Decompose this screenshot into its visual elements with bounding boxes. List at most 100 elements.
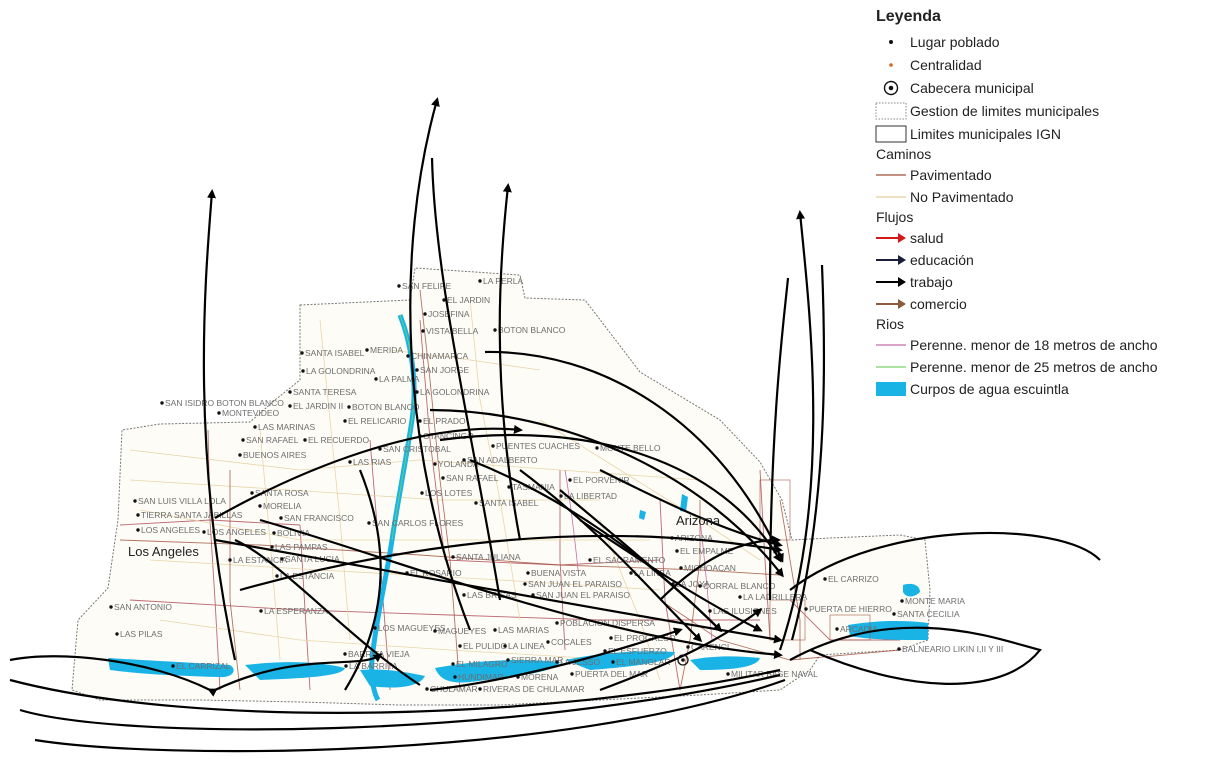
populated-place-marker	[406, 354, 410, 358]
populated-place-marker	[253, 425, 257, 429]
legend-item-gestion: Gestion de limites municipales	[872, 99, 1222, 122]
legend-item-limites-ign: Limites municipales IGN	[872, 122, 1222, 145]
populated-place-marker	[238, 453, 242, 457]
place-label: YOLANDA	[438, 459, 479, 469]
populated-place-marker	[300, 351, 304, 355]
place-label: LOS MAGUEYES	[378, 623, 446, 633]
place-label: LA JOYA	[676, 579, 710, 589]
place-label: LAS BRISAS	[467, 590, 517, 600]
flow-line	[202, 189, 237, 661]
populated-place-marker	[279, 516, 283, 520]
populated-place-icon	[872, 32, 910, 52]
populated-place-marker	[679, 566, 683, 570]
place-label: EL MANGLAR	[616, 657, 670, 667]
populated-place-marker	[478, 687, 482, 691]
place-label: RIVERAS DE CHULAMAR	[483, 684, 585, 694]
place-label: EL JARDIN	[447, 295, 490, 305]
populated-place-marker	[900, 599, 904, 603]
populated-place-marker	[343, 419, 347, 423]
place-label: SIERRA MAR	[511, 655, 563, 665]
paved-road-icon	[872, 165, 910, 185]
populated-place-marker	[280, 557, 284, 561]
flow-line	[498, 183, 522, 541]
place-label: EL PULIDO	[463, 641, 507, 651]
populated-place-marker	[171, 664, 175, 668]
place-label: MERIDA	[370, 345, 403, 355]
populated-place-marker	[160, 401, 164, 405]
place-label: SAN JUAN EL PARAISO	[528, 579, 622, 589]
populated-place-marker	[378, 447, 382, 451]
legend-item-comercio: comercio	[872, 293, 1222, 315]
flow-line	[599, 469, 783, 548]
place-label: MAGUEYES	[438, 626, 487, 636]
place-label: LA GOLONDRINA	[420, 387, 490, 397]
place-label: ARIZONA	[675, 533, 713, 543]
populated-place-marker	[109, 605, 113, 609]
legend-label: Pavimentado	[910, 167, 992, 183]
populated-place-marker	[686, 645, 690, 649]
flow-line	[234, 538, 421, 686]
place-label: SAN CARLOS FLORES	[372, 518, 463, 528]
populated-place-marker	[506, 658, 510, 662]
populated-place-marker	[609, 636, 613, 640]
populated-place-marker	[136, 528, 140, 532]
place-label: POBLACION DISPERSA	[560, 618, 655, 628]
populated-place-marker	[301, 369, 305, 373]
place-label: SAN ANTONIO	[114, 602, 172, 612]
place-label: LAS MARINAS	[258, 422, 315, 432]
flow-line	[519, 469, 703, 643]
place-label: EL PROGRESO	[614, 633, 676, 643]
flow-line	[790, 264, 826, 641]
place-label: LA GOLONDRINA	[306, 366, 376, 376]
legend-item-centralidad: Centralidad	[872, 53, 1222, 76]
place-label: SANTA TERESA	[293, 387, 357, 397]
flow-line	[19, 673, 781, 731]
cabecera-municipal-marker	[677, 654, 689, 666]
place-label: EL RECUERDO	[308, 435, 369, 445]
place-label: ARCADIA	[840, 624, 878, 634]
populated-place-marker	[462, 458, 466, 462]
populated-place-marker	[698, 584, 702, 588]
populated-place-marker	[202, 530, 206, 534]
populated-place-marker	[570, 672, 574, 676]
populated-place-marker	[611, 660, 615, 664]
populated-place-marker	[367, 521, 371, 525]
flow-line	[429, 627, 683, 692]
flow-line	[239, 534, 783, 592]
place-label: LA LIBERTAD	[564, 491, 617, 501]
place-label: SANTA ISABEL	[305, 348, 365, 358]
place-label: EL PRADO	[423, 416, 466, 426]
place-label: EL SACRAMENTO	[593, 555, 666, 565]
populated-place-marker	[804, 607, 808, 611]
place-label: MONTE BELLO	[600, 443, 661, 453]
flow-line	[439, 434, 782, 563]
place-label: SANTA JULIANA	[456, 552, 521, 562]
populated-place-marker	[343, 652, 347, 656]
flow-line	[34, 678, 786, 753]
populated-place-marker	[115, 632, 119, 636]
populated-place-marker	[555, 621, 559, 625]
legend-item-salud: salud	[872, 227, 1222, 249]
place-label: PUERTA DEL MAR	[575, 669, 648, 679]
populated-place-marker	[726, 672, 730, 676]
place-label: PUENTES CUACHES	[496, 441, 580, 451]
place-label: OTANCINGO	[423, 431, 474, 441]
populated-place-marker	[491, 444, 495, 448]
populated-place-marker	[493, 628, 497, 632]
legend-title: Leyenda	[876, 8, 941, 25]
education-flow-arrow-icon	[872, 250, 910, 270]
legend-label: Lugar poblado	[910, 33, 1000, 50]
populated-place-marker	[453, 675, 457, 679]
populated-place-marker	[588, 558, 592, 562]
place-label: BALNEARIO LIKIN I,II Y III	[902, 644, 1003, 654]
populated-place-marker	[503, 644, 507, 648]
place-label: BOTON BLANCO	[352, 402, 420, 412]
populated-place-marker	[451, 555, 455, 559]
place-label: LA LINEA	[634, 568, 671, 578]
legend-label: No Pavimentado	[910, 189, 1014, 205]
place-label: SAN FELIPE	[402, 281, 451, 291]
place-label: SAN CRISTOBAL	[383, 444, 451, 454]
populated-place-marker	[415, 390, 419, 394]
place-label: EL CARRIZAL	[176, 661, 231, 671]
populated-place-marker	[441, 476, 445, 480]
